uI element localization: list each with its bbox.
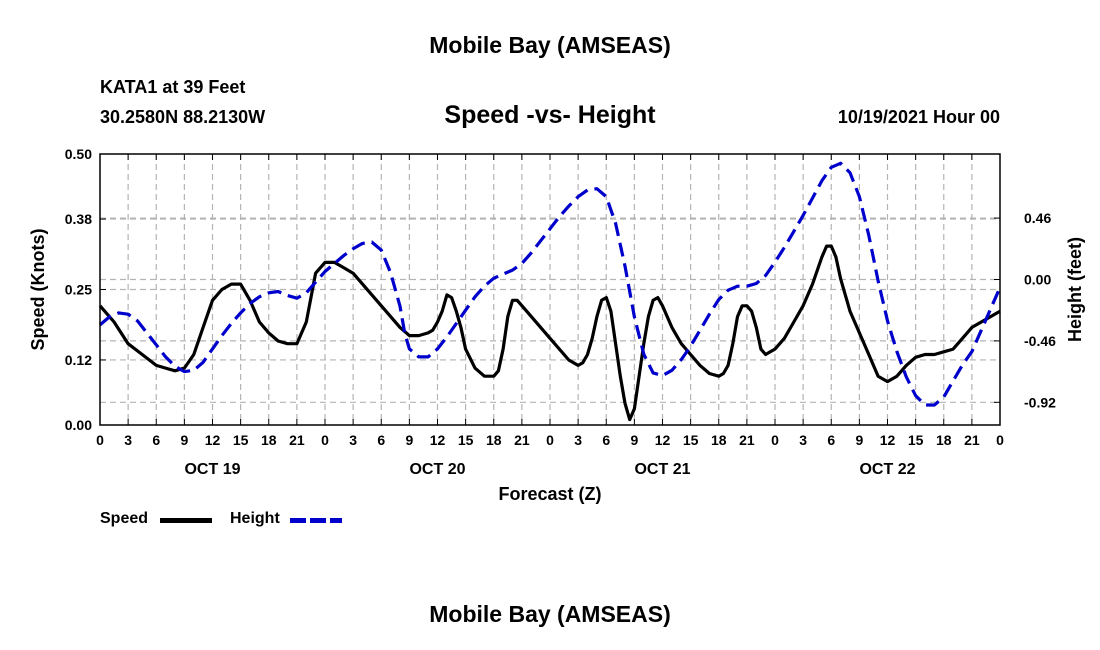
x-tick-label: 21 <box>514 432 530 448</box>
x-tick-label: 15 <box>233 432 249 448</box>
x-tick-label: 12 <box>655 432 671 448</box>
series-line-height <box>98 161 1002 407</box>
x-tick-label: 0 <box>96 432 104 448</box>
x-tick-label: 6 <box>152 432 160 448</box>
x-tick-label: 21 <box>964 432 980 448</box>
x-tick-label: 0 <box>321 432 329 448</box>
x-tick-label: 9 <box>180 432 188 448</box>
x-tick-label: 15 <box>908 432 924 448</box>
x-tick-label: 3 <box>574 432 582 448</box>
chart-title: Speed -vs- Height <box>444 101 656 129</box>
y-right-tick-label: -0.46 <box>1024 333 1056 349</box>
legend-height-swatch <box>290 518 342 523</box>
x-tick-label: 3 <box>799 432 807 448</box>
legend-height-label: Height <box>230 510 280 527</box>
x-tick-label: 0 <box>996 432 1004 448</box>
x-tick-label: 18 <box>936 432 952 448</box>
x-tick-label: 21 <box>289 432 305 448</box>
grid-lines <box>100 154 1000 425</box>
y-left-tick-label: 0.38 <box>65 211 92 227</box>
y-left-tick-label: 0.00 <box>65 417 92 433</box>
series-line-speed <box>98 244 1001 422</box>
y-right-axis-title: Height (feet) <box>1065 237 1085 342</box>
x-tick-label: 9 <box>855 432 863 448</box>
y-left-tick-label: 0.12 <box>65 352 92 368</box>
footer-title: Mobile Bay (AMSEAS) <box>429 601 671 627</box>
legend-speed-label: Speed <box>100 510 149 527</box>
x-tick-label: 18 <box>261 432 277 448</box>
axis-ticks <box>99 153 1001 426</box>
y-left-tick-label: 0.50 <box>65 146 92 162</box>
x-tick-label: 18 <box>486 432 502 448</box>
y-left-axis-title: Speed (Knots) <box>28 228 48 350</box>
x-tick-label: 6 <box>827 432 835 448</box>
x-tick-label: 0 <box>771 432 779 448</box>
x-tick-label: 3 <box>349 432 357 448</box>
day-label: OCT 20 <box>409 461 465 478</box>
day-label: OCT 19 <box>184 461 240 478</box>
y-right-tick-label: -0.92 <box>1024 394 1056 410</box>
main-title: Mobile Bay (AMSEAS) <box>429 32 671 58</box>
x-tick-label: 18 <box>711 432 727 448</box>
station-coords: 30.2580N 88.2130W <box>100 107 266 127</box>
day-label: OCT 21 <box>634 461 690 478</box>
series-lines <box>98 161 1002 422</box>
x-tick-label: 15 <box>683 432 699 448</box>
x-tick-label: 3 <box>124 432 132 448</box>
day-label: OCT 22 <box>859 461 915 478</box>
x-tick-label: 0 <box>546 432 554 448</box>
y-left-tick-label: 0.25 <box>65 282 92 298</box>
y-right-tick-label: 0.46 <box>1024 210 1051 226</box>
x-tick-label: 15 <box>458 432 474 448</box>
x-tick-label: 6 <box>602 432 610 448</box>
x-tick-label: 12 <box>430 432 446 448</box>
forecast-datetime: 10/19/2021 Hour 00 <box>837 107 1000 127</box>
x-tick-label: 12 <box>880 432 896 448</box>
x-tick-label: 21 <box>739 432 755 448</box>
axis-labels: 0 3 6 9 12 15 18 21 0 3 6 9 12 15 18 21 0 3 6 9 12 15 18 21 0 3 6 9… <box>28 146 1085 504</box>
x-tick-label: 9 <box>630 432 638 448</box>
station-name: KATA1 at 39 Feet <box>100 77 246 97</box>
x-tick-label: 12 <box>205 432 221 448</box>
legend-speed-swatch <box>160 518 212 523</box>
y-right-tick-label: 0.00 <box>1024 271 1051 287</box>
x-axis-title: Forecast (Z) <box>498 484 601 504</box>
x-tick-label: 9 <box>405 432 413 448</box>
x-tick-label: 6 <box>377 432 385 448</box>
